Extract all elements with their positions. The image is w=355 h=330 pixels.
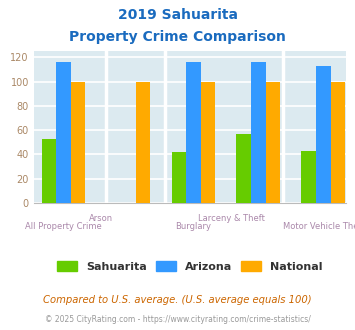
Text: 2019 Sahuarita: 2019 Sahuarita [118, 8, 237, 22]
Bar [56, 62, 71, 203]
Legend: Sahuarita, Arizona, National: Sahuarita, Arizona, National [53, 256, 327, 276]
Bar [186, 62, 201, 203]
Bar [42, 139, 56, 203]
Text: © 2025 CityRating.com - https://www.cityrating.com/crime-statistics/: © 2025 CityRating.com - https://www.city… [45, 315, 310, 324]
Bar [201, 82, 215, 203]
Bar [236, 134, 251, 203]
Bar [316, 66, 331, 203]
Text: Arson: Arson [89, 214, 114, 223]
Text: Compared to U.S. average. (U.S. average equals 100): Compared to U.S. average. (U.S. average … [43, 295, 312, 305]
Text: Motor Vehicle Theft: Motor Vehicle Theft [283, 222, 355, 231]
Bar [171, 152, 186, 203]
Text: Burglary: Burglary [175, 222, 212, 231]
Bar [136, 82, 151, 203]
Bar [71, 82, 86, 203]
Bar [331, 82, 345, 203]
Text: Larceny & Theft: Larceny & Theft [198, 214, 265, 223]
Text: Property Crime Comparison: Property Crime Comparison [69, 30, 286, 44]
Text: All Property Crime: All Property Crime [25, 222, 102, 231]
Bar [251, 62, 266, 203]
Bar [266, 82, 280, 203]
Bar [301, 151, 316, 203]
